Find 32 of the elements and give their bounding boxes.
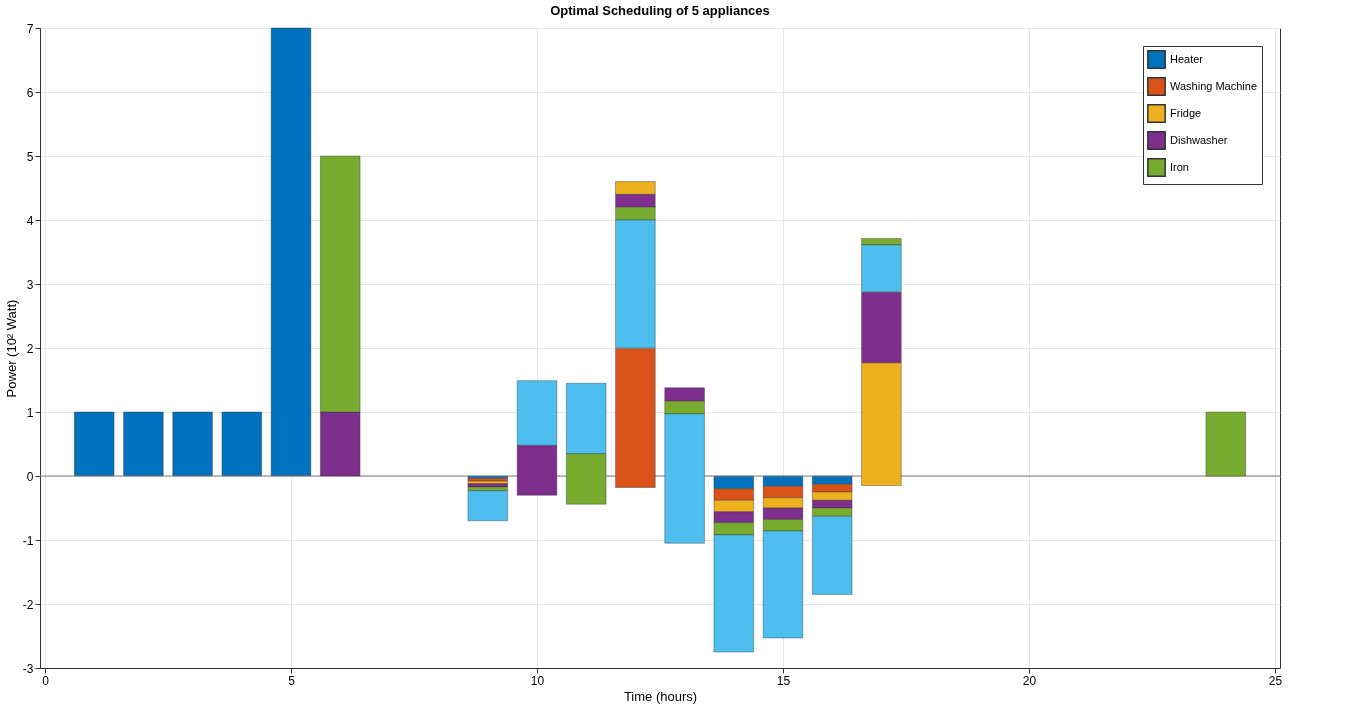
x-tick-label: 0 [42,673,50,688]
legend-label: Dishwasher [1170,133,1228,146]
bar [172,411,213,477]
y-axis-title: Power (10² Watt) [3,299,19,398]
x-tick-label: 20 [1022,673,1037,688]
bar [467,490,508,521]
legend-label: Fridge [1170,106,1202,119]
x-tick-label: 5 [288,673,296,688]
bar [74,411,115,477]
y-tick-label: 0 [26,469,34,484]
x-tick-label: 10 [530,673,545,688]
bar [221,411,262,477]
y-tick-label: 5 [26,149,34,164]
legend-label: Heater [1170,52,1204,65]
y-tick-label: 6 [26,85,34,100]
bar [123,411,164,477]
legend-label: Iron [1170,160,1189,173]
y-tick-label: 7 [26,21,34,36]
y-tick-label: 1 [26,405,34,420]
y-tick-label: 3 [26,277,34,292]
chart-title: Optimal Scheduling of 5 appliances [550,3,770,18]
bar [270,27,312,477]
y-tick-label: 2 [26,341,34,356]
y-tick-label: -3 [22,661,34,676]
y-tick-label: -2 [22,597,34,612]
legend-label: Washing Machine [1170,79,1258,92]
y-tick-label: -1 [22,533,34,548]
y-tick-label: 4 [26,213,34,228]
x-tick-label: 25 [1268,673,1283,688]
x-tick-label: 15 [776,673,791,688]
x-axis-title: Time (hours) [623,688,698,704]
bar [1205,411,1246,477]
